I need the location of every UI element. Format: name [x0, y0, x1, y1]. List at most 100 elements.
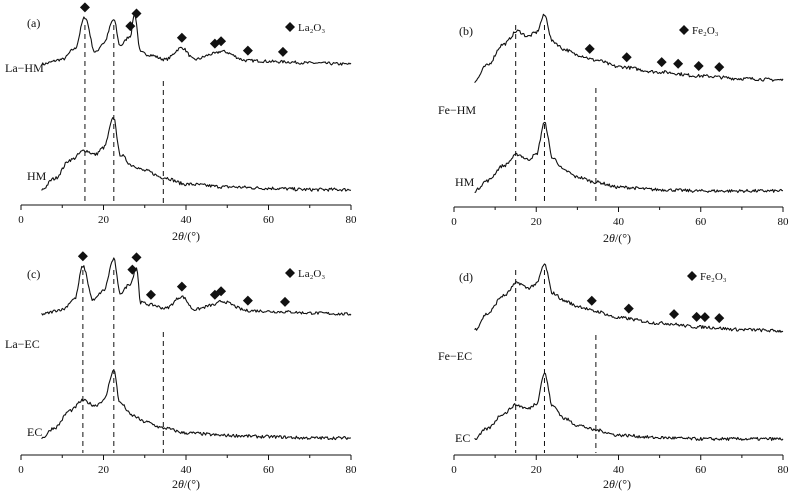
diamond-marker-icon: [714, 62, 725, 73]
diamond-marker-icon: [131, 252, 142, 263]
diamond-marker-icon: [277, 46, 288, 57]
legend-label: Fe₂O₃: [692, 25, 719, 37]
pattern-line-fe-hm: [474, 13, 784, 84]
x-tick-label: 0: [451, 216, 457, 228]
x-axis-title: 2θ/(°): [172, 229, 200, 243]
series-label-hm: HM: [455, 175, 475, 189]
x-tick-label: 20: [531, 464, 543, 476]
pattern-line-hm: [474, 121, 784, 194]
legend: La₂O₃: [285, 22, 325, 34]
x-tick-label: 0: [18, 214, 24, 226]
panel-label: (c): [27, 267, 40, 281]
legend: La₂O₃: [285, 268, 325, 280]
panel-c: (c) La₂O₃ La−EC EC 0 20 40 60 80 2θ/(°): [5, 251, 357, 491]
panel-label: (d): [459, 270, 473, 284]
diamond-legend-icon: [285, 268, 295, 278]
legend-label: La₂O₃: [298, 22, 325, 34]
x-axis: 0 20 40 60 80: [18, 454, 358, 476]
diamond-marker-icon: [586, 295, 597, 306]
dashed-reference-lines: [82, 270, 164, 453]
diamond-marker-icon: [79, 2, 90, 13]
diamond-marker-icon: [176, 281, 187, 292]
diamond-marker-icon: [280, 296, 290, 307]
dashed-reference-lines: [84, 25, 164, 203]
panel-label: (b): [459, 24, 473, 38]
peak-markers: [586, 295, 725, 324]
pattern-curves: [41, 257, 352, 441]
x-tick-label: 40: [181, 464, 193, 476]
x-tick-label: 0: [18, 464, 24, 476]
pattern-line-la-ec: [41, 257, 352, 316]
diamond-legend-icon: [285, 22, 295, 32]
x-tick-label: 40: [613, 464, 625, 476]
x-tick-label: 60: [263, 214, 275, 226]
series-label-fe-ec: Fe−EC: [438, 349, 472, 363]
diamond-marker-icon: [216, 36, 227, 47]
series-label-fe-hm: Fe−HM: [438, 103, 476, 117]
diamond-legend-icon: [687, 271, 697, 281]
legend-label: La₂O₃: [298, 268, 325, 280]
x-tick-label: 60: [695, 216, 707, 228]
diamond-legend-icon: [679, 25, 689, 35]
diamond-marker-icon: [584, 43, 595, 54]
legend: Fe₂O₃: [679, 25, 719, 37]
x-tick-label: 80: [778, 216, 790, 228]
x-tick-label: 40: [613, 216, 625, 228]
series-label-ec: EC: [455, 431, 470, 445]
x-tick-label: 20: [531, 216, 543, 228]
x-axis-title: 2θ/(°): [603, 477, 631, 491]
x-axis-title: 2θ/(°): [603, 231, 631, 245]
diamond-marker-icon: [699, 312, 710, 323]
diamond-marker-icon: [242, 45, 253, 56]
diamond-marker-icon: [242, 295, 253, 306]
diamond-marker-icon: [176, 32, 187, 43]
diamond-marker-icon: [693, 60, 704, 71]
x-tick-label: 40: [181, 214, 193, 226]
x-axis-title: 2θ/(°): [172, 477, 200, 491]
dashed-reference-lines: [515, 25, 597, 205]
diamond-marker-icon: [145, 289, 156, 300]
x-tick-label: 80: [778, 464, 790, 476]
series-label-hm: HM: [27, 169, 47, 183]
x-tick-label: 80: [346, 214, 358, 226]
panel-b: (b) Fe₂O₃ Fe−HM HM 0 20 40 60 80 2θ/(°): [438, 13, 790, 245]
series-label-la-ec: La−EC: [5, 337, 40, 351]
pattern-curves: [474, 13, 784, 194]
legend: Fe₂O₃: [687, 271, 727, 283]
x-tick-label: 60: [263, 464, 275, 476]
x-axis: 0 20 40 60 80: [451, 206, 790, 228]
x-tick-label: 20: [98, 464, 110, 476]
x-tick-label: 0: [451, 464, 457, 476]
diamond-marker-icon: [77, 251, 88, 262]
pattern-line-la-hm: [41, 12, 352, 66]
dashed-reference-lines: [515, 270, 597, 453]
series-label-ec: EC: [27, 425, 42, 439]
pattern-curves: [41, 12, 352, 192]
panel-label: (a): [27, 16, 40, 30]
pattern-line-ec: [41, 369, 351, 441]
pattern-line-hm: [41, 117, 352, 192]
series-label-la-hm: La−HM: [5, 61, 44, 75]
legend-label: Fe₂O₃: [700, 271, 727, 283]
diamond-marker-icon: [691, 311, 702, 322]
diamond-marker-icon: [623, 303, 634, 314]
pattern-line-fe-ec: [474, 263, 784, 333]
diamond-marker-icon: [669, 309, 680, 320]
diamond-marker-icon: [656, 57, 667, 68]
diamond-marker-icon: [127, 264, 138, 275]
x-tick-label: 20: [98, 214, 110, 226]
diamond-marker-icon: [131, 8, 142, 19]
panel-a: (a) La₂O₃ La−HM HM 0 20 40 60 80 2θ/(°): [5, 2, 357, 243]
x-tick-label: 60: [695, 464, 707, 476]
x-axis: 0 20 40 60 80: [18, 204, 358, 226]
diamond-marker-icon: [621, 52, 632, 63]
peak-markers: [584, 43, 725, 73]
x-tick-label: 80: [346, 464, 358, 476]
diamond-marker-icon: [673, 58, 684, 69]
peak-markers: [79, 2, 288, 57]
x-axis: 0 20 40 60 80: [451, 454, 790, 476]
pattern-line-ec: [474, 372, 784, 442]
diamond-marker-icon: [714, 313, 725, 324]
diamond-marker-icon: [216, 286, 227, 297]
